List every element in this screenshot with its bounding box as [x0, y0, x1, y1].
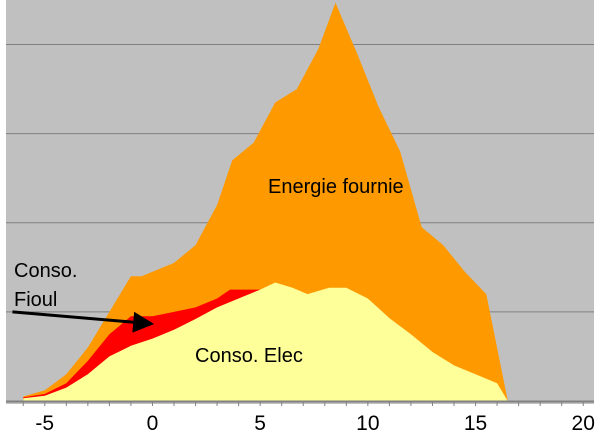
area-conso-elec: [23, 282, 508, 401]
x-tick-label: 15: [464, 412, 487, 435]
x-tick-label: -5: [35, 412, 54, 435]
area-energie-fournie: [23, 2, 508, 401]
label-conso-fioul-line2: Fioul: [14, 289, 57, 311]
x-tick-label: 20: [572, 412, 595, 435]
fioul-pointer-arrow: [12, 310, 155, 333]
x-tick-label: 10: [356, 412, 379, 435]
label-energie-fournie: Energie fournie: [268, 176, 404, 198]
x-axis-ticks: [22, 401, 584, 406]
x-axis-tick-labels: -5 0 5 10 15 20: [35, 412, 594, 435]
x-tick-label: 5: [254, 412, 266, 435]
label-conso-elec: Conso. Elec: [195, 345, 303, 367]
x-tick-label: 0: [147, 412, 159, 435]
label-conso-fioul-line1: Conso.: [14, 260, 77, 282]
